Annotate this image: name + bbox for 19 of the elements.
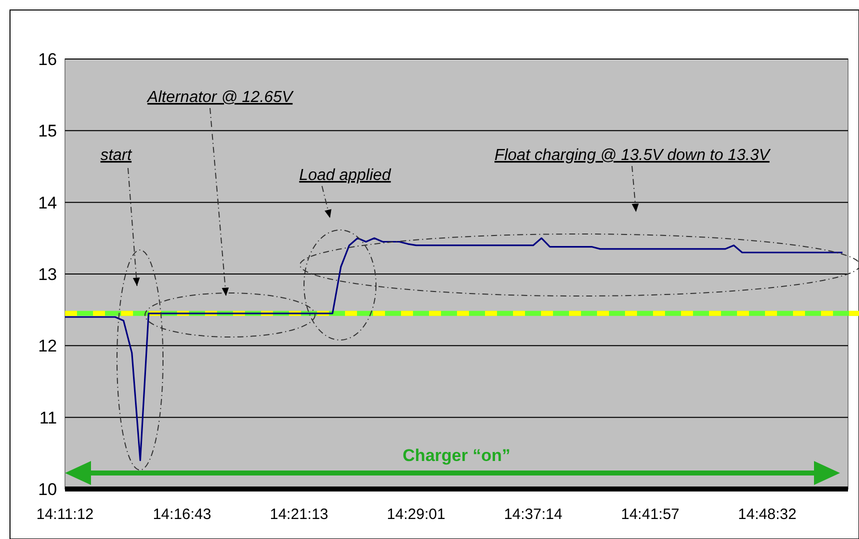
x-tick-label: 14:29:01: [386, 506, 446, 523]
x-tick-label: 14:11:12: [36, 506, 94, 523]
x-tick-label: 14:41:57: [621, 506, 680, 523]
y-tick-label: 11: [39, 408, 57, 428]
y-tick-label: 15: [38, 122, 57, 141]
annotation: Alternator @ 12.65V: [146, 89, 294, 106]
x-tick-label: 14:37:14: [504, 506, 562, 523]
annotation: Load applied: [299, 167, 392, 184]
y-tick-label: 10: [38, 480, 57, 499]
x-tick-label: 14:16:43: [152, 506, 212, 523]
x-tick-label: 14:21:13: [270, 506, 328, 523]
annotation: Float charging @ 13.5V down to 13.3V: [494, 147, 771, 164]
y-tick-label: 14: [38, 193, 57, 212]
annotation: start: [100, 147, 132, 164]
x-tick-label: 14:48:32: [738, 506, 796, 523]
y-tick-label: 16: [38, 50, 57, 69]
annotation: Charger “on”: [402, 446, 510, 465]
y-tick-label: 13: [38, 265, 57, 284]
y-tick-label: 12: [38, 336, 57, 356]
